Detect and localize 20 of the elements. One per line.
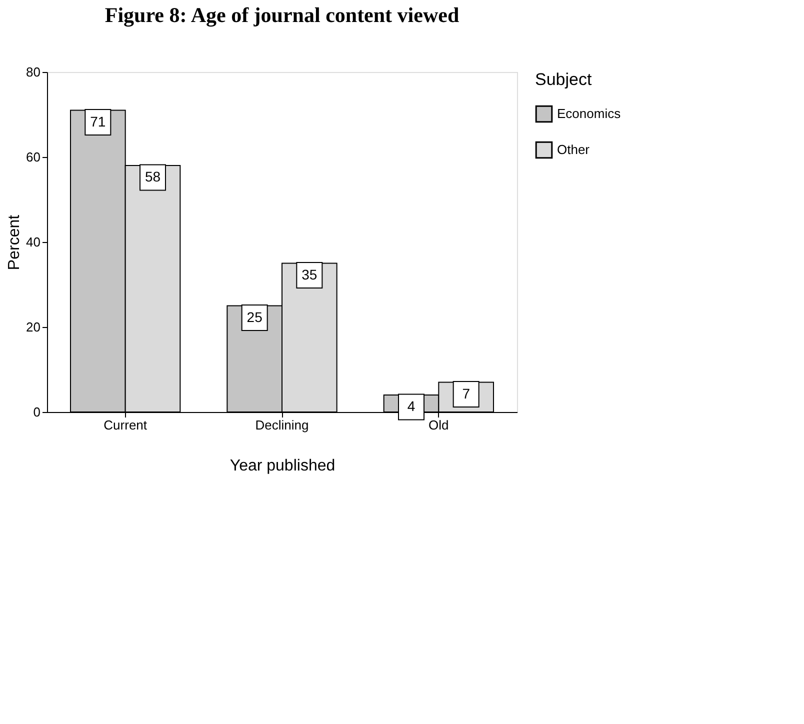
legend-title: Subject bbox=[535, 70, 592, 89]
data-label: 7 bbox=[462, 385, 470, 402]
y-axis-title: Percent bbox=[6, 214, 24, 270]
y-tick-label: 80 bbox=[26, 64, 40, 80]
x-tick-label: Old bbox=[428, 418, 449, 432]
y-tick-label: 20 bbox=[26, 320, 40, 334]
data-label: 58 bbox=[144, 168, 161, 184]
y-tick-label: 0 bbox=[33, 404, 40, 420]
data-label: 71 bbox=[90, 113, 106, 130]
x-axis-title: Year published bbox=[230, 458, 336, 474]
legend-label: Other bbox=[557, 142, 590, 157]
data-label: 35 bbox=[302, 266, 318, 282]
chart-title: Figure 8: Age of journal content viewed bbox=[104, 3, 460, 27]
x-tick-label: Declining bbox=[255, 418, 309, 432]
data-label: 25 bbox=[246, 308, 263, 325]
data-label: 4 bbox=[407, 398, 416, 414]
x-tick-label: Current bbox=[104, 418, 148, 432]
y-tick-label: 40 bbox=[26, 234, 40, 250]
legend-label: Economics bbox=[557, 106, 622, 121]
y-tick-label: 60 bbox=[26, 150, 40, 164]
